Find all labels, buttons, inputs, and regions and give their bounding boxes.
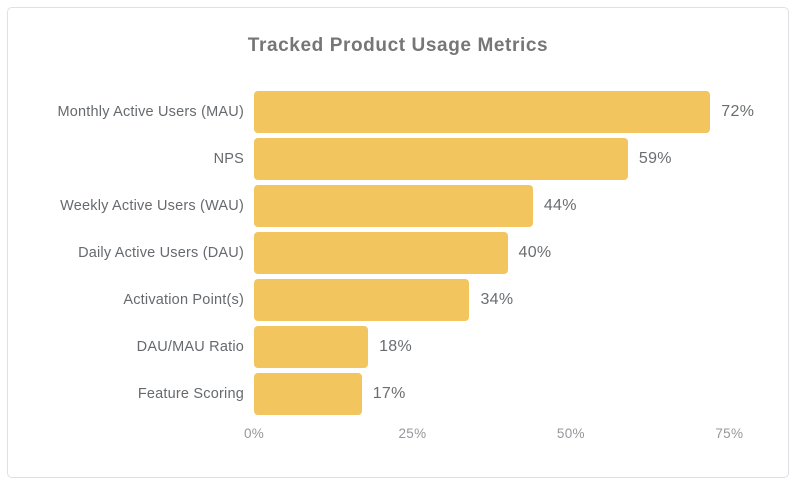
- bar-value-label: 34%: [480, 290, 514, 308]
- bar-row: DAU/MAU Ratio 18%: [8, 323, 788, 370]
- bar-value-label: 40%: [518, 243, 552, 261]
- category-label: Daily Active Users (DAU): [78, 244, 244, 261]
- bar-track: 59%: [254, 137, 761, 180]
- bar: [254, 231, 508, 274]
- category-label: NPS: [213, 150, 244, 167]
- bar-track: 34%: [254, 278, 761, 321]
- x-axis-tick-label: 25%: [398, 426, 427, 441]
- bar-track: 72%: [254, 90, 761, 133]
- bar-rows: Monthly Active Users (MAU) 72% NPS 59% W…: [8, 88, 788, 417]
- x-axis-tick-label: 75%: [715, 426, 744, 441]
- bar: [254, 90, 711, 133]
- bar-row: Daily Active Users (DAU) 40%: [8, 229, 788, 276]
- x-axis-tick-label: 50%: [556, 426, 585, 441]
- bar-value-label: 44%: [543, 196, 577, 214]
- bar: [254, 137, 628, 180]
- bar-row: Monthly Active Users (MAU) 72%: [8, 88, 788, 135]
- bar-value-label: 72%: [721, 102, 755, 120]
- x-axis-tick-label: 0%: [243, 426, 265, 441]
- category-label: Weekly Active Users (WAU): [60, 197, 244, 214]
- bar-row: Feature Scoring 17%: [8, 370, 788, 417]
- bar: [254, 184, 533, 227]
- bar-track: 17%: [254, 372, 761, 415]
- category-label: Monthly Active Users (MAU): [57, 103, 244, 120]
- bar-value-label: 18%: [379, 337, 412, 355]
- bar-value-label: 59%: [638, 149, 672, 167]
- chart-panel: Tracked Product Usage Metrics Monthly Ac…: [7, 7, 789, 478]
- category-label: DAU/MAU Ratio: [136, 338, 244, 355]
- bar-row: Activation Point(s) 34%: [8, 276, 788, 323]
- bar-value-label: 17%: [372, 384, 406, 402]
- bar-row: Weekly Active Users (WAU) 44%: [8, 182, 788, 229]
- bar-track: 44%: [254, 184, 761, 227]
- category-label: Activation Point(s): [123, 291, 244, 308]
- bar: [254, 372, 362, 415]
- bar-track: 40%: [254, 231, 761, 274]
- bar-track: 18%: [254, 325, 761, 368]
- x-axis: 0% 25% 50% 75%: [244, 417, 761, 445]
- bar-row: NPS 59%: [8, 135, 788, 182]
- category-label: Feature Scoring: [137, 385, 244, 402]
- bar: [254, 278, 470, 321]
- bar-chart: Monthly Active Users (MAU) 72% NPS 59% W…: [8, 88, 788, 445]
- bar: [254, 325, 369, 368]
- chart-title: Tracked Product Usage Metrics: [247, 35, 549, 56]
